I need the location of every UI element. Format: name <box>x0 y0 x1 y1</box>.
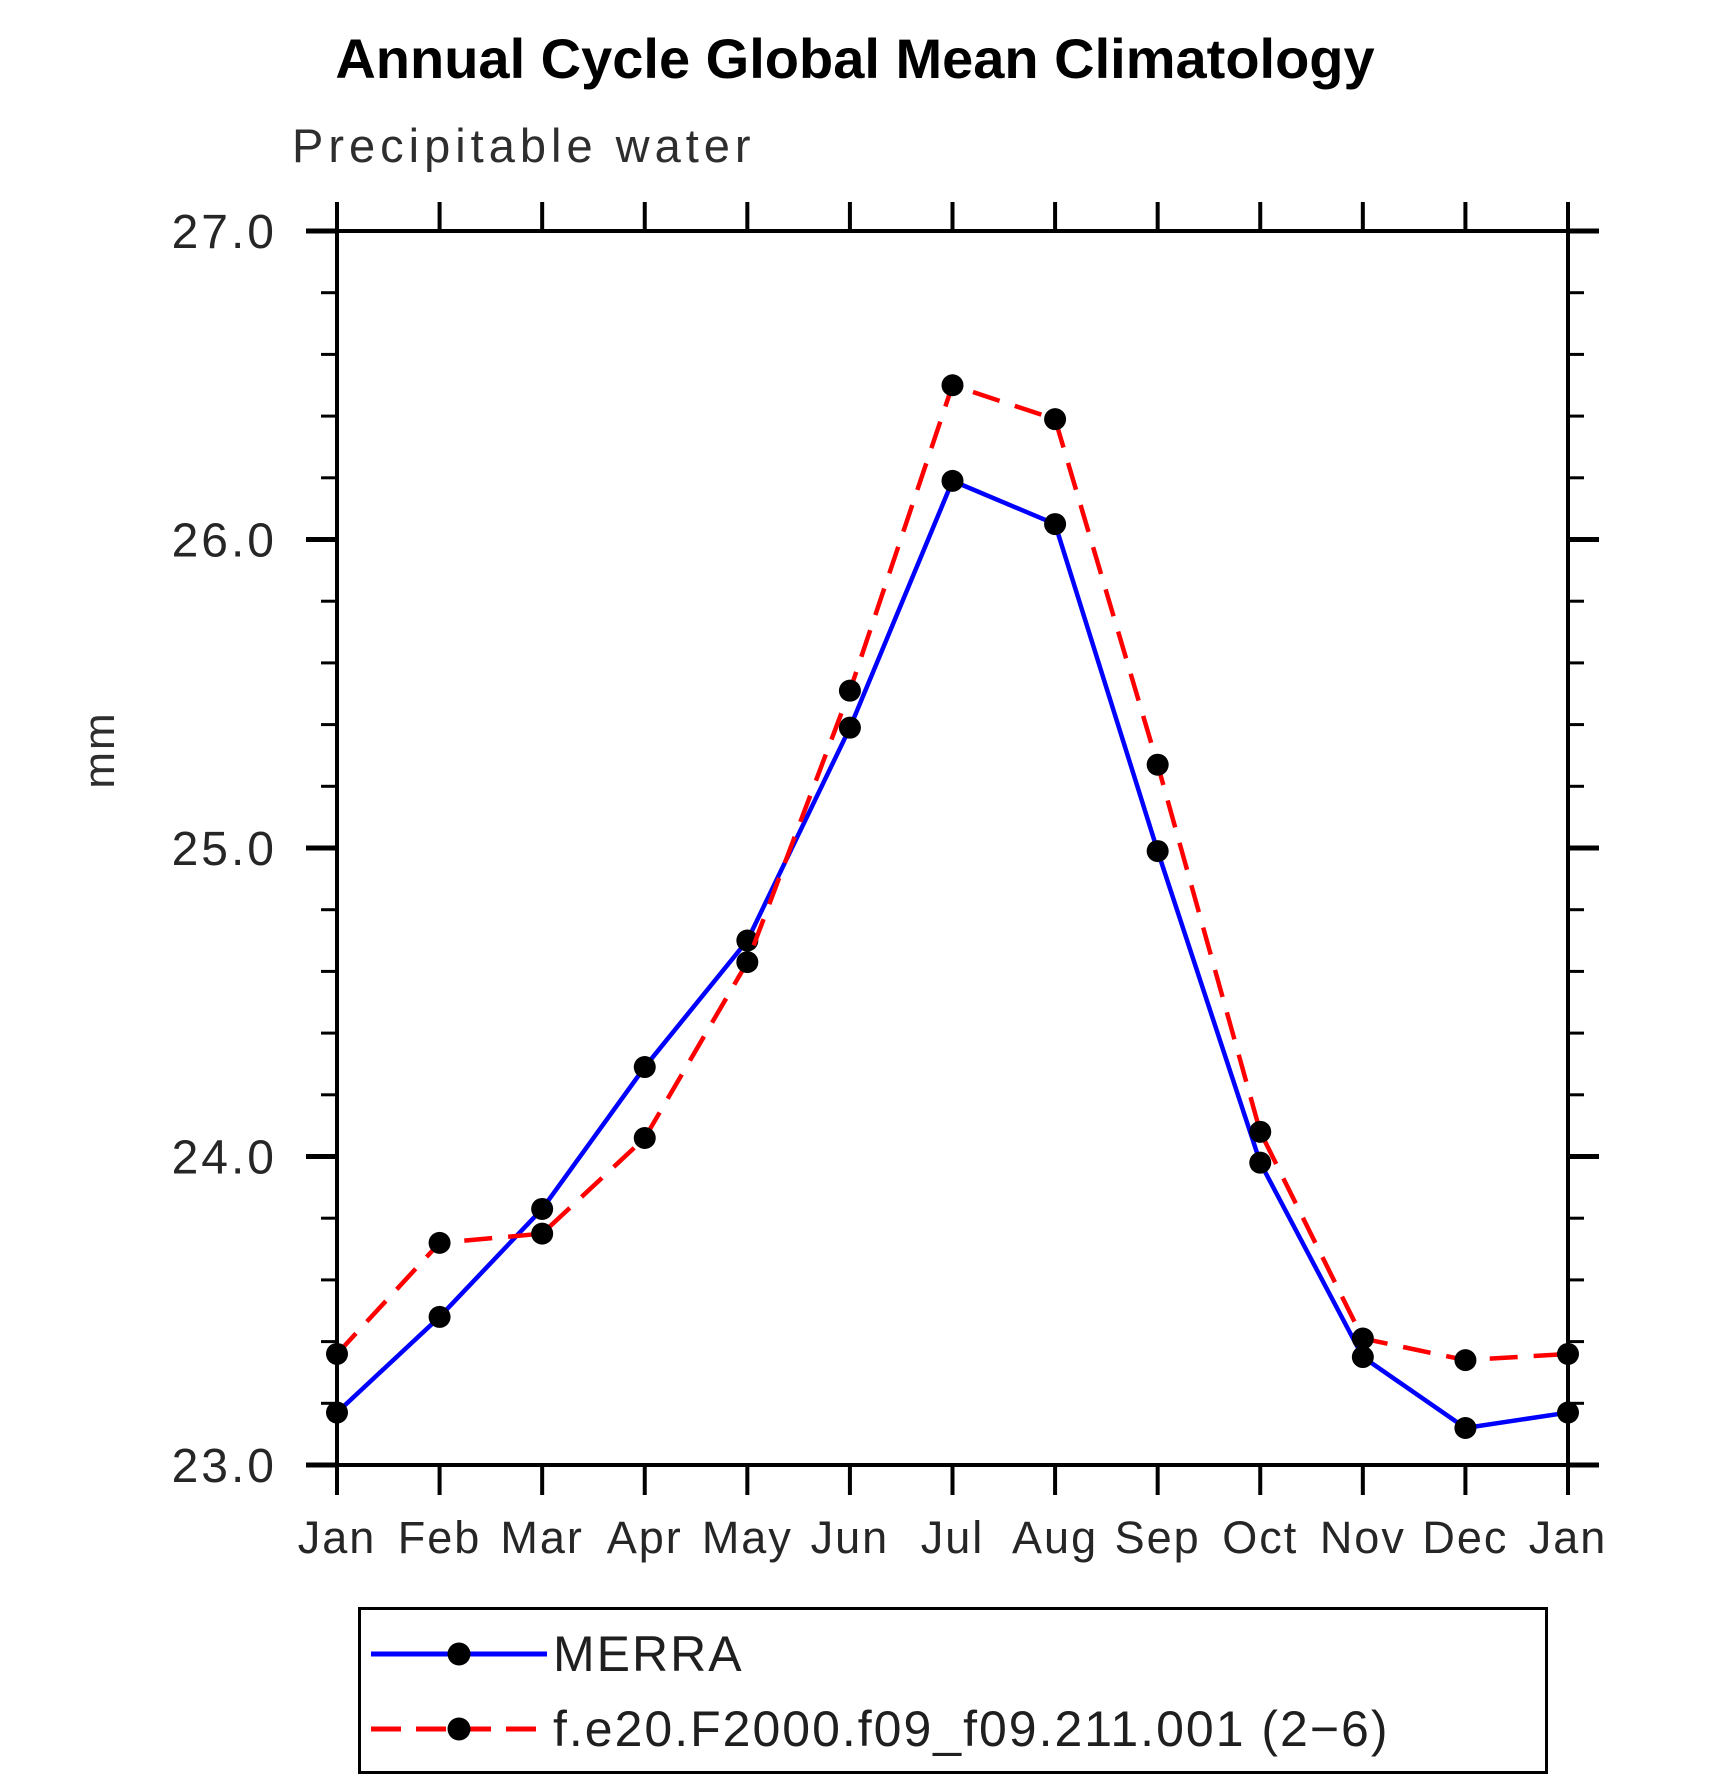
x-tick-label: Jun <box>811 1512 890 1563</box>
x-tick-label: Jan <box>298 1512 377 1563</box>
data-point-marker <box>326 1401 348 1424</box>
data-point-marker <box>838 679 861 702</box>
y-tick-label: 24.0 <box>172 1132 277 1185</box>
legend-item-merra: MERRA <box>369 1626 744 1682</box>
x-tick-label: Aug <box>1012 1512 1098 1563</box>
data-point-marker <box>1044 513 1067 536</box>
data-point-marker <box>1557 1342 1579 1365</box>
data-point-marker <box>531 1197 554 1220</box>
x-tick-label: Jan <box>1529 1512 1608 1563</box>
data-point-marker <box>633 1126 656 1149</box>
data-point-marker <box>736 951 759 974</box>
legend-line-sample-dashed <box>371 1717 547 1741</box>
x-tick-label: Feb <box>398 1512 482 1563</box>
data-point-marker <box>1454 1349 1477 1372</box>
x-tick-label: May <box>702 1512 793 1563</box>
y-tick-label: 27.0 <box>172 206 277 259</box>
data-point-marker <box>1146 753 1169 776</box>
chart-subtitle: Precipitable water <box>292 119 756 172</box>
x-tick-label: Apr <box>607 1512 683 1563</box>
legend-item-model: f.e20.F2000.f09_f09.211.001 (2−6) <box>369 1701 1390 1757</box>
x-tick-label: Oct <box>1222 1512 1298 1563</box>
x-tick-label: Mar <box>500 1512 584 1563</box>
data-point-marker <box>531 1222 554 1245</box>
y-tick-label: 25.0 <box>172 823 277 876</box>
data-point-marker <box>1454 1416 1477 1439</box>
data-point-marker <box>838 716 861 739</box>
data-point-marker <box>941 374 964 397</box>
data-point-marker <box>1146 840 1169 863</box>
data-point-marker <box>941 469 964 492</box>
legend-marker-dot <box>447 1642 471 1666</box>
data-point-marker <box>428 1231 451 1254</box>
data-point-marker <box>1249 1151 1272 1174</box>
data-point-marker <box>326 1342 348 1365</box>
data-point-marker <box>428 1305 451 1328</box>
data-point-marker <box>1249 1120 1272 1143</box>
data-point-marker <box>1044 408 1067 431</box>
legend-marker-dot <box>447 1717 471 1741</box>
y-tick-label: 23.0 <box>172 1440 277 1493</box>
plot-frame <box>335 229 1570 1467</box>
data-point-marker <box>1351 1327 1374 1350</box>
legend-label-merra: MERRA <box>553 1626 744 1682</box>
series-line-1 <box>335 382 1569 1363</box>
series-line-0 <box>335 477 1569 1431</box>
chart-title: Annual Cycle Global Mean Climatology <box>335 27 1375 90</box>
data-point-marker <box>633 1056 656 1079</box>
legend-line-sample-solid <box>371 1642 547 1666</box>
y-tick-label: 26.0 <box>172 515 277 568</box>
legend-box: MERRA f.e20.F2000.f09_f09.211.001 (2−6) <box>358 1607 1548 1774</box>
data-point-marker <box>1351 1346 1374 1369</box>
legend-label-model: f.e20.F2000.f09_f09.211.001 (2−6) <box>553 1701 1390 1757</box>
x-tick-label: Dec <box>1422 1512 1508 1563</box>
x-tick-label: Sep <box>1115 1512 1201 1563</box>
data-point-marker <box>736 929 759 952</box>
x-tick-label: Nov <box>1320 1512 1406 1563</box>
data-point-marker <box>1557 1401 1579 1424</box>
x-tick-label: Jul <box>921 1512 985 1563</box>
